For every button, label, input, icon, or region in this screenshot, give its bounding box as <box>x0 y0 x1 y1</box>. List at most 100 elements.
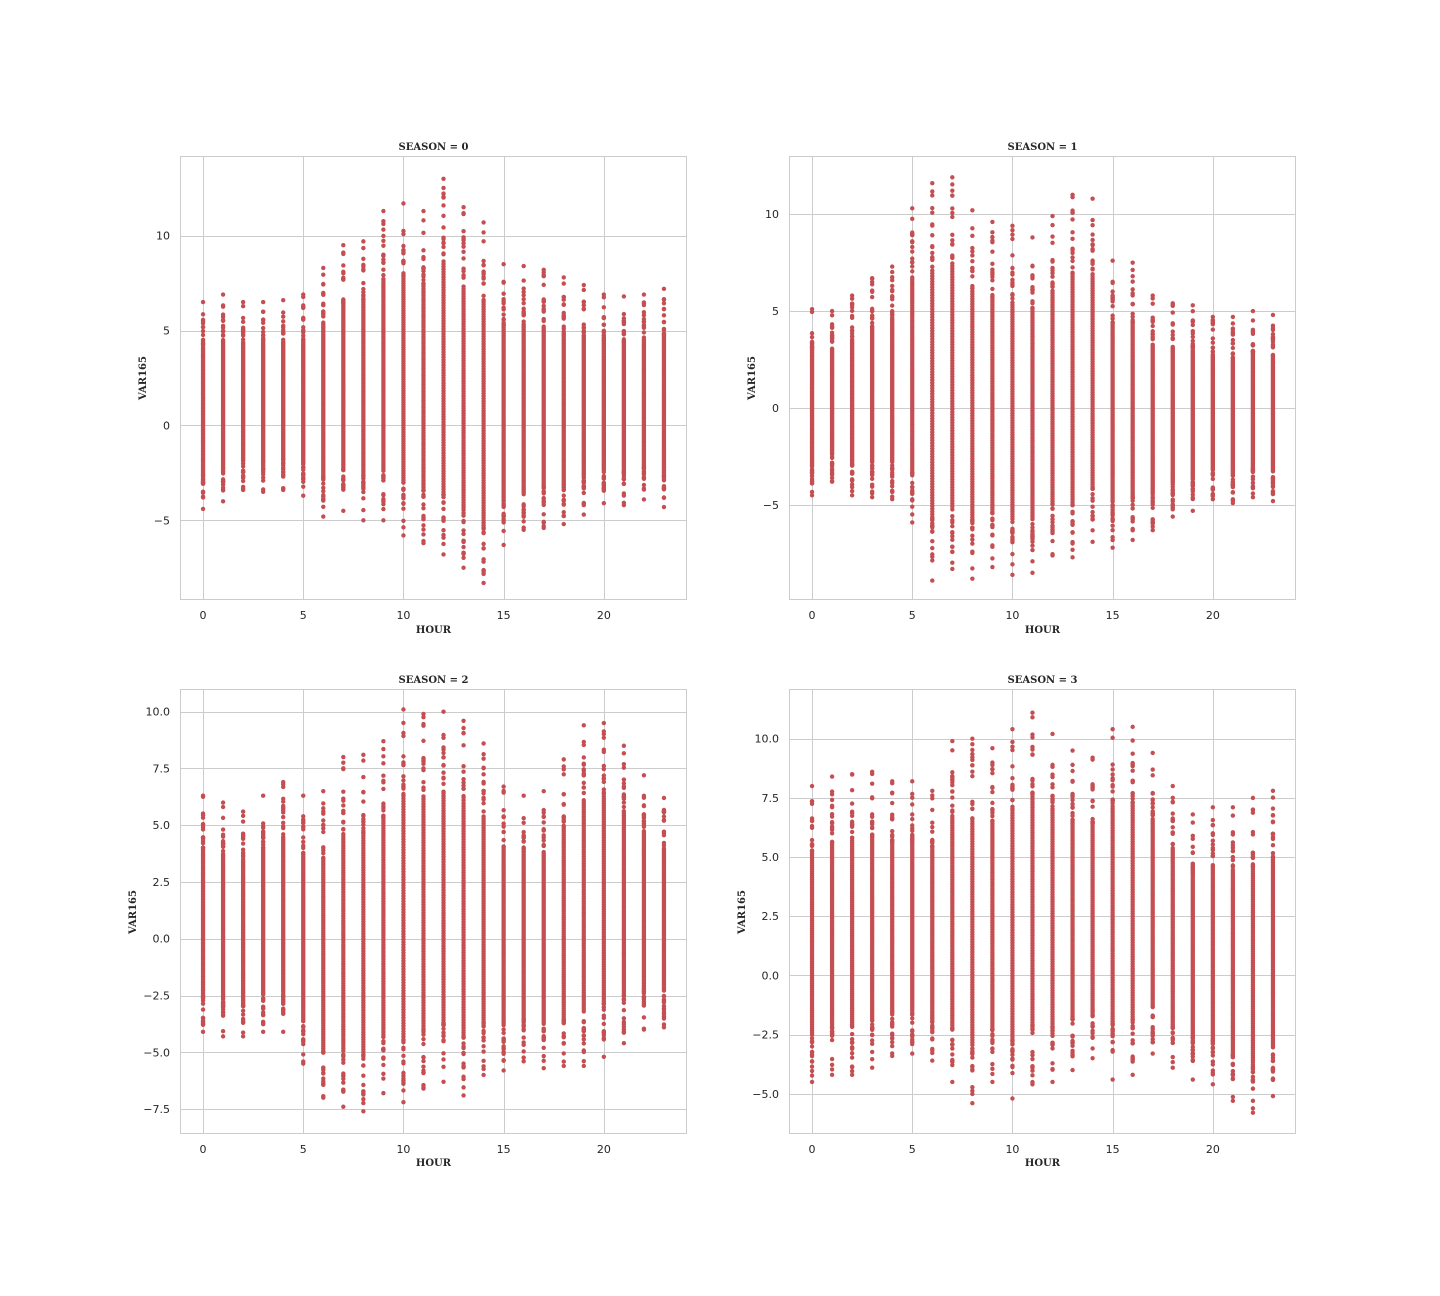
scatter-point <box>661 473 667 478</box>
scatter-point <box>441 552 446 557</box>
scatter-point <box>461 205 466 210</box>
scatter-point <box>1050 525 1055 530</box>
scatter-point <box>601 486 607 491</box>
scatter-point <box>581 333 586 338</box>
scatter-point <box>809 334 815 340</box>
scatter-point <box>990 543 995 548</box>
scatter-point <box>1050 213 1055 219</box>
scatter-point <box>930 193 935 198</box>
scatter-point <box>361 267 366 272</box>
scatter-point <box>461 211 466 217</box>
scatter-point <box>950 537 955 543</box>
scatter-point <box>260 329 266 335</box>
scatter-point <box>381 238 386 244</box>
scatter-point <box>1090 492 1095 497</box>
scatter-point <box>1010 551 1015 557</box>
scatter-point <box>220 292 226 297</box>
scatter-point <box>561 487 566 492</box>
scatter-point <box>220 485 226 491</box>
scatter-point <box>401 243 406 249</box>
scatter-point <box>501 502 506 508</box>
scatter-point <box>321 475 326 480</box>
scatter-point <box>950 214 955 220</box>
scatter-point <box>970 226 975 231</box>
scatter-point <box>1070 255 1075 260</box>
scatter-point <box>930 243 935 249</box>
scatter-point <box>1010 562 1015 567</box>
scatter-point <box>910 520 915 525</box>
scatter-point <box>910 512 915 517</box>
scatter-point <box>341 271 346 276</box>
scatter-point <box>930 578 935 583</box>
scatter-point <box>401 506 406 511</box>
scatter-point <box>950 523 955 529</box>
scatter-point <box>341 484 346 489</box>
scatter-point <box>1130 498 1135 503</box>
scatter-point <box>1070 555 1075 560</box>
scatter-point <box>621 294 627 299</box>
scatter-point <box>220 479 226 484</box>
scatter-point <box>521 486 526 491</box>
scatter-point <box>930 545 935 551</box>
scatter-point <box>200 341 206 347</box>
scatter-point <box>1070 217 1075 222</box>
scatter-point <box>990 564 995 570</box>
scatter-point <box>421 506 426 511</box>
scatter-point <box>1030 306 1035 311</box>
scatter-point <box>990 523 995 528</box>
scatter-point <box>361 239 366 244</box>
scatter-point <box>281 460 286 465</box>
scatter-point <box>1110 545 1115 550</box>
scatter-point <box>1070 509 1075 515</box>
scatter-point <box>220 337 226 343</box>
scatter-point <box>1010 265 1015 271</box>
scatter-point <box>321 514 326 519</box>
scatter-point <box>1090 504 1095 509</box>
scatter-point <box>849 493 855 498</box>
scatter-point <box>541 523 546 529</box>
scatter-point <box>441 213 446 219</box>
scatter-point <box>581 512 586 517</box>
scatter-point <box>481 541 486 547</box>
scatter-point <box>200 328 206 334</box>
scatter-point <box>521 289 526 295</box>
scatter-point <box>1030 235 1035 240</box>
scatter-point <box>461 531 466 537</box>
scatter-point <box>641 323 647 328</box>
scatter-point <box>1130 526 1135 532</box>
scatter-point <box>321 272 326 277</box>
scatter-point <box>990 240 995 245</box>
scatter-point <box>301 316 306 321</box>
scatter-point <box>541 273 546 279</box>
scatter-point <box>970 533 975 538</box>
scatter-point <box>321 496 326 502</box>
scatter-point <box>930 223 935 228</box>
scatter-point <box>829 346 835 351</box>
scatter-point <box>890 303 895 308</box>
scatter-point <box>990 274 995 280</box>
scatter-point <box>220 303 226 308</box>
scatter-point <box>521 502 526 507</box>
scatter-point <box>970 537 975 542</box>
scatter-point <box>281 331 286 336</box>
scatter-point <box>910 230 915 235</box>
scatter-point <box>240 303 246 309</box>
scatter-point <box>621 477 627 482</box>
scatter-point <box>970 283 975 289</box>
scatter-point <box>1010 236 1015 242</box>
scatter-point <box>661 286 667 292</box>
scatter-point <box>1070 236 1075 242</box>
scatter-point <box>521 278 526 283</box>
scatter-point <box>301 484 306 489</box>
scatter-point <box>890 289 895 294</box>
scatter-point <box>341 299 346 305</box>
scatter-point <box>541 485 546 491</box>
scatter-point <box>910 239 915 245</box>
scatter-point <box>970 208 975 213</box>
scatter-point <box>321 312 326 317</box>
scatter-point <box>481 569 486 575</box>
scatter-point <box>461 256 466 261</box>
scatter-point <box>910 249 915 254</box>
scatter-point <box>421 254 426 260</box>
